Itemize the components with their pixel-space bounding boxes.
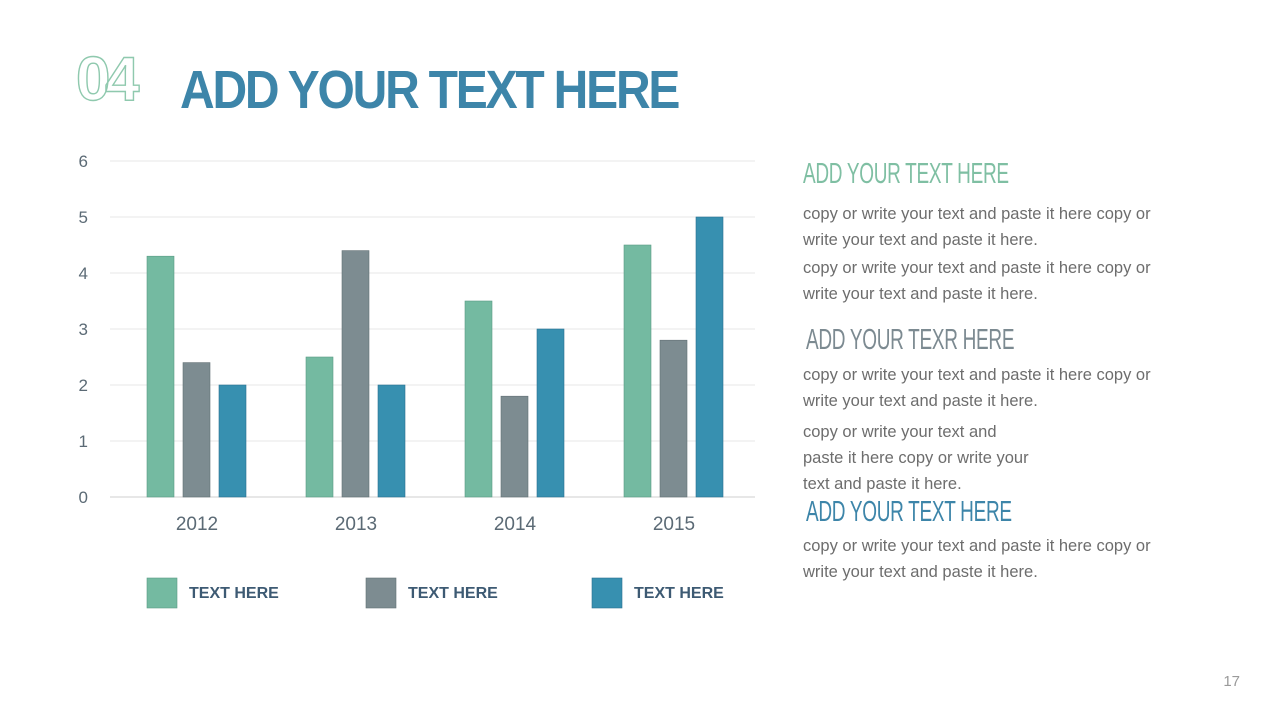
svg-text:2014: 2014: [494, 514, 537, 535]
svg-text:2012: 2012: [176, 514, 218, 535]
svg-text:0: 0: [79, 488, 88, 507]
svg-text:3: 3: [79, 320, 88, 339]
svg-text:TEXT HERE: TEXT HERE: [634, 585, 724, 602]
svg-text:TEXT HERE: TEXT HERE: [408, 585, 498, 602]
svg-text:TEXT HERE: TEXT HERE: [189, 585, 279, 602]
svg-text:6: 6: [79, 152, 88, 171]
svg-text:2015: 2015: [653, 514, 695, 535]
svg-text:4: 4: [79, 264, 88, 283]
svg-text:2: 2: [79, 376, 88, 395]
svg-text:2013: 2013: [335, 514, 377, 535]
svg-text:1: 1: [79, 432, 88, 451]
svg-text:5: 5: [79, 208, 88, 227]
